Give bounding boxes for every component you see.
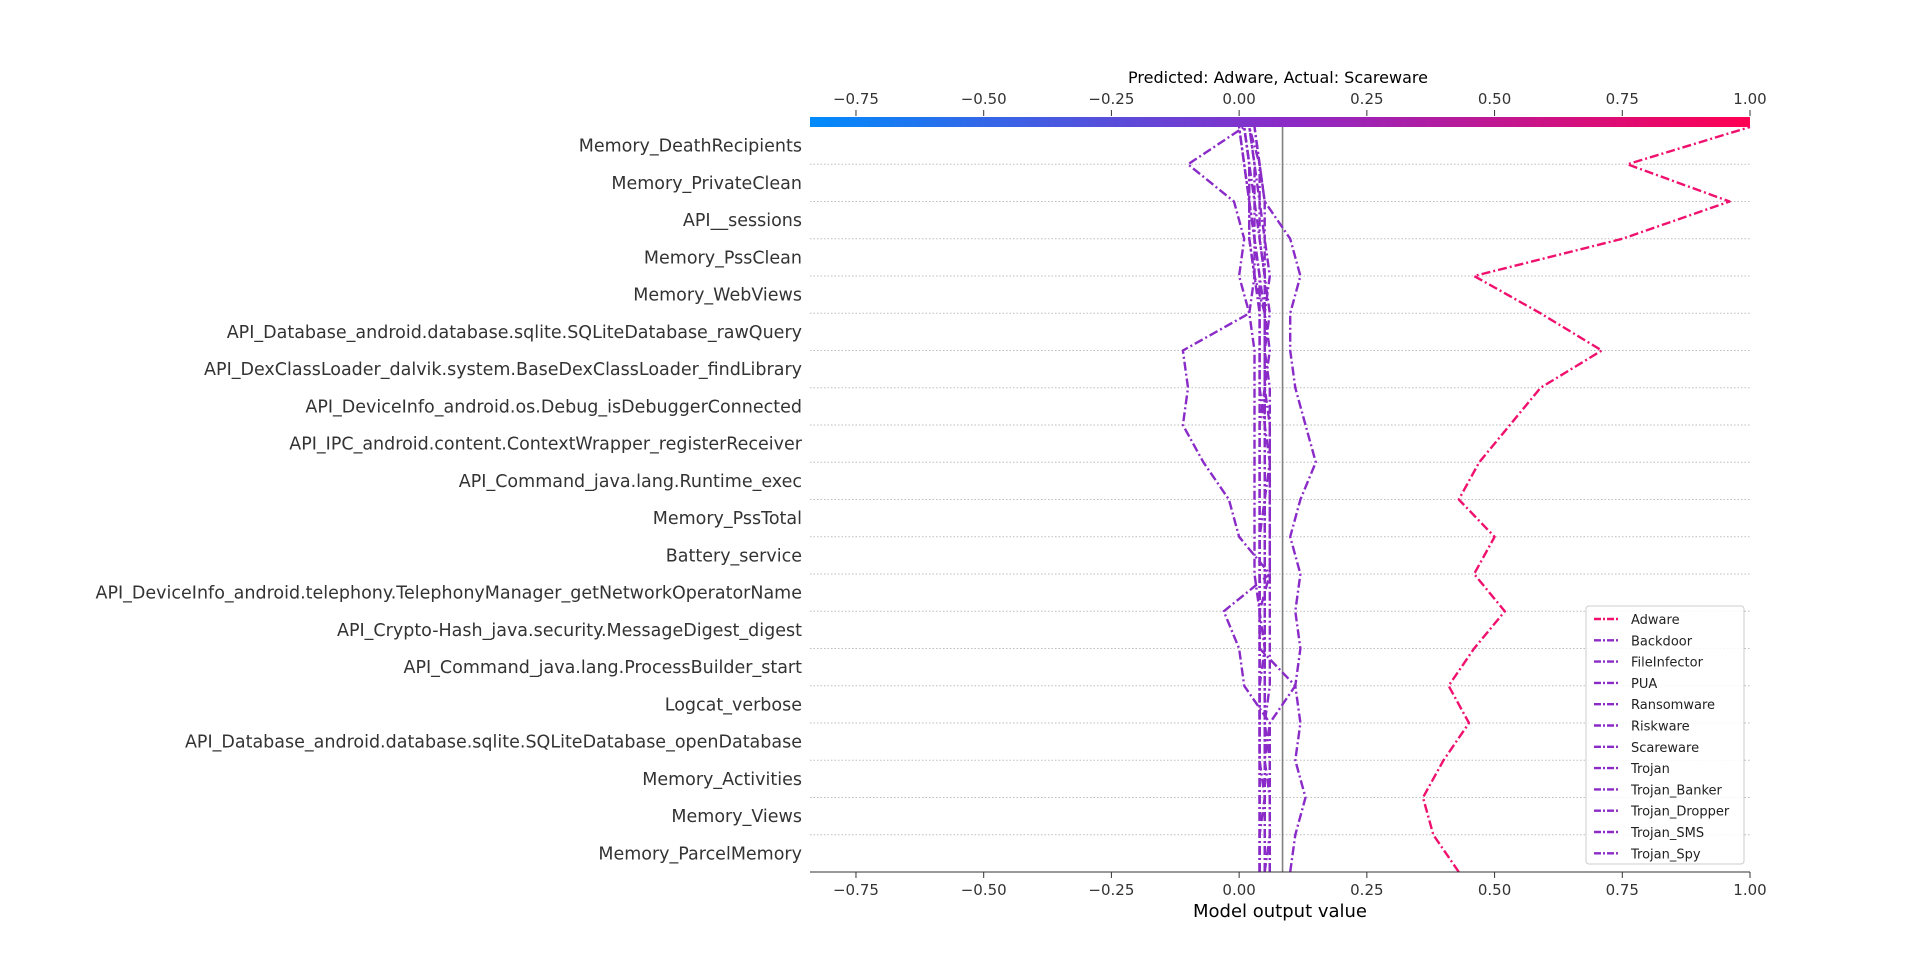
bottom-tick-label: 1.00 <box>1733 881 1766 899</box>
legend-label: Trojan_Dropper <box>1630 805 1730 820</box>
feature-label: API_IPC_android.content.ContextWrapper_r… <box>289 435 803 455</box>
feature-label: API_Database_android.database.sqlite.SQL… <box>227 323 802 343</box>
feature-label: API_Command_java.lang.Runtime_exec <box>459 472 802 492</box>
bottom-tick-label: −0.75 <box>833 881 879 899</box>
colorbar <box>810 117 1750 127</box>
series-line-adware <box>1421 125 1751 873</box>
legend-label: Adware <box>1631 613 1680 628</box>
series-line-trojan-dropper <box>1181 126 1272 872</box>
bottom-tick-label: −0.50 <box>961 881 1007 899</box>
top-tick-label: 0.25 <box>1350 90 1383 108</box>
series-line-trojan <box>1248 126 1266 872</box>
feature-label: API_DeviceInfo_android.os.Debug_isDebugg… <box>305 397 802 417</box>
legend-label: Ransomware <box>1631 698 1715 713</box>
feature-label: API_DexClassLoader_dalvik.system.BaseDex… <box>204 360 802 380</box>
bottom-tick-label: 0.75 <box>1606 881 1639 899</box>
bottom-tick-label: 0.00 <box>1222 881 1255 899</box>
top-tick-label: −0.25 <box>1088 90 1134 108</box>
legend-label: Trojan_SMS <box>1630 826 1704 841</box>
legend-frame <box>1585 605 1745 865</box>
legend-label: Trojan <box>1630 762 1670 777</box>
legend-label: PUA <box>1631 677 1657 692</box>
legend-label: Trojan_Banker <box>1630 783 1723 798</box>
legend-label: Trojan_Spy <box>1630 847 1701 862</box>
legend-label: FileInfector <box>1631 656 1704 671</box>
series-line-trojan-spy <box>1253 126 1297 872</box>
bottom-tick-label: 0.50 <box>1478 881 1511 899</box>
feature-label: Memory_Activities <box>642 770 802 790</box>
series-lines <box>1181 125 1751 873</box>
feature-label: Memory_PssTotal <box>653 509 802 529</box>
legend: Adware Backdoor FileInfector PUA Ransomware R… <box>1585 605 1745 865</box>
feature-labels: Memory_DeathRecipients Memory_PrivateClea… <box>96 137 803 865</box>
chart-title: Predicted: Adware, Actual: Scareware <box>1128 68 1428 87</box>
top-tick-label: 0.50 <box>1478 90 1511 108</box>
top-tick-label: 1.00 <box>1733 90 1766 108</box>
series-line-trojan-banker <box>1248 126 1272 872</box>
feature-label: Logcat_verbose <box>665 695 802 715</box>
legend-label: Scareware <box>1631 741 1699 756</box>
feature-label: Memory_ParcelMemory <box>598 844 802 864</box>
bottom-axis: −0.75 −0.50 −0.25 0.00 0.25 0.50 0.75 1.00 <box>833 872 1767 899</box>
bottom-tick-label: 0.25 <box>1350 881 1383 899</box>
feature-label: API__sessions <box>683 211 802 231</box>
feature-label: Battery_service <box>666 546 802 566</box>
x-axis-label: Model output value <box>1193 901 1367 922</box>
top-tick-label: 0.00 <box>1222 90 1255 108</box>
top-tick-label: −0.75 <box>833 90 879 108</box>
legend-label: Backdoor <box>1631 634 1693 649</box>
feature-label: API_Command_java.lang.ProcessBuilder_sta… <box>404 658 803 678</box>
feature-label: API_Database_android.database.sqlite.SQL… <box>185 733 802 753</box>
series-line-trojan-sms <box>1243 126 1266 872</box>
feature-label: Memory_PrivateClean <box>611 174 802 194</box>
feature-label: Memory_Views <box>671 807 802 827</box>
feature-label: API_DeviceInfo_android.telephony.Telepho… <box>96 584 803 604</box>
bottom-tick-label: −0.25 <box>1088 881 1134 899</box>
series-line-backdoor <box>1253 126 1318 873</box>
top-tick-label: −0.50 <box>961 90 1007 108</box>
feature-label: Memory_WebViews <box>633 286 802 306</box>
feature-label: Memory_PssClean <box>644 248 802 268</box>
feature-label: Memory_DeathRecipients <box>579 137 802 157</box>
top-axis: −0.75 −0.50 −0.25 0.00 0.25 0.50 0.75 1.00 <box>833 90 1767 116</box>
feature-gridlines <box>810 163 1750 873</box>
legend-label: Riskware <box>1631 720 1690 735</box>
top-tick-label: 0.75 <box>1606 90 1639 108</box>
feature-label: API_Crypto-Hash_java.security.MessageDig… <box>337 621 802 641</box>
